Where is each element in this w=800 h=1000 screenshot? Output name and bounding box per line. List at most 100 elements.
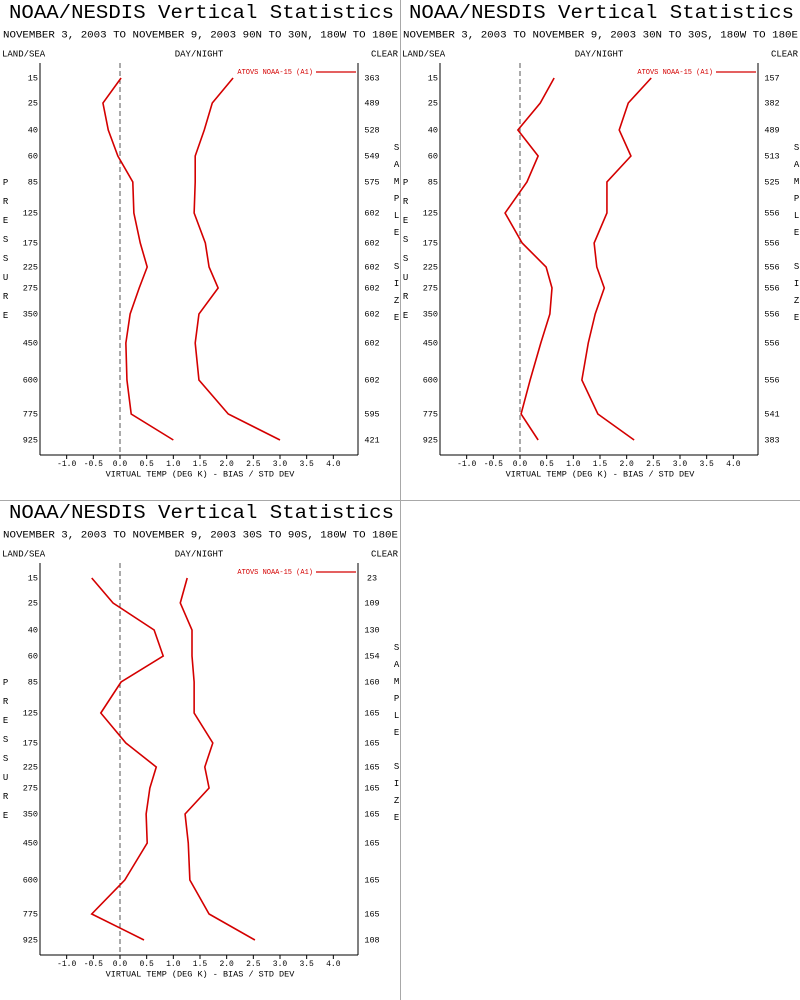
y-tick-label: 25: [28, 98, 38, 108]
sample-size-label: 602: [364, 262, 379, 272]
chart-subtitle: NOVEMBER 3, 2003 TO NOVEMBER 9, 2003 90N…: [3, 31, 398, 42]
chart-subtitle: NOVEMBER 3, 2003 TO NOVEMBER 9, 2003 30S…: [3, 531, 398, 542]
x-tick-label: 2.5: [646, 460, 661, 469]
divider: [0, 500, 800, 501]
y-tick-label: 40: [428, 125, 438, 135]
chart-title: NOAA/NESDIS Vertical Statistics: [9, 2, 394, 24]
legend-label: ATOVS NOAA-15 (A1): [237, 569, 313, 577]
x-tick-label: 2.5: [246, 960, 261, 969]
sample-size-label: 154: [364, 651, 379, 661]
x-tick-label: 2.0: [619, 460, 634, 469]
sample-size-label: 382: [764, 98, 779, 108]
land-sea-label: LAND/SEA: [2, 549, 46, 559]
sample-size-label: 165: [364, 708, 379, 718]
clear-label: CLEAR: [771, 49, 799, 59]
x-tick-label: 0.0: [113, 960, 128, 969]
legend-label: ATOVS NOAA-15 (A1): [637, 69, 713, 77]
y-axis-label: PRESSURE: [401, 178, 411, 330]
y-tick-label: 15: [28, 573, 38, 583]
y-axis-label: PRESSURE: [1, 178, 11, 330]
sample-size-label: 556: [764, 283, 779, 293]
sample-size-label: 108: [364, 935, 379, 945]
land-sea-label: LAND/SEA: [402, 49, 446, 59]
sample-size-label: 602: [364, 309, 379, 319]
x-tick-label: -1.0: [457, 460, 476, 469]
y-tick-label: 175: [23, 238, 38, 248]
sample-size-label: 421: [364, 435, 379, 445]
clear-label: CLEAR: [371, 549, 399, 559]
chart-title: NOAA/NESDIS Vertical Statistics: [9, 502, 394, 524]
bias-line: [504, 77, 555, 441]
y-tick-label: 40: [28, 625, 38, 635]
x-tick-label: 3.5: [299, 960, 314, 969]
y-tick-label: 85: [28, 677, 38, 687]
y-tick-label: 350: [423, 309, 438, 319]
x-tick-label: 3.5: [299, 460, 314, 469]
x-tick-label: -0.5: [84, 460, 103, 469]
x-tick-label: 4.0: [326, 960, 341, 969]
bias-line: [90, 577, 165, 941]
y-tick-label: 450: [23, 838, 38, 848]
x-tick-label: -1.0: [57, 960, 76, 969]
x-tick-label: 4.0: [326, 460, 341, 469]
sample-size-label: 602: [364, 238, 379, 248]
y-tick-label: 125: [23, 708, 38, 718]
y-tick-label: 225: [423, 262, 438, 272]
sample-size-label: 363: [364, 73, 379, 83]
x-tick-label: 1.5: [193, 460, 208, 469]
std-dev-line: [581, 77, 652, 441]
legend-label: ATOVS NOAA-15 (A1): [237, 69, 313, 77]
y-tick-label: 15: [428, 73, 438, 83]
x-tick-label: 2.0: [219, 460, 234, 469]
sample-size-label: 160: [364, 677, 379, 687]
sample-size-label: 23: [367, 573, 377, 583]
sample-size-label: 513: [764, 151, 779, 161]
panel: NOAA/NESDIS Vertical Statistics NOVEMBER …: [401, 2, 800, 479]
x-tick-label: 1.0: [166, 460, 181, 469]
y2-axis-label: SAMPLE SIZE: [392, 643, 400, 830]
sample-size-label: 157: [764, 73, 779, 83]
y-tick-label: 450: [23, 338, 38, 348]
y-tick-label: 450: [423, 338, 438, 348]
sample-size-label: 165: [364, 738, 379, 748]
sample-size-label: 165: [364, 809, 379, 819]
y-tick-label: 225: [23, 262, 38, 272]
y-tick-label: 275: [423, 283, 438, 293]
x-tick-label: 4.0: [726, 460, 741, 469]
bias-line: [102, 77, 174, 441]
y-tick-label: 25: [28, 598, 38, 608]
day-night-label: DAY/NIGHT: [175, 49, 224, 59]
panel: NOAA/NESDIS Vertical Statistics NOVEMBER …: [1, 2, 400, 479]
y-tick-label: 600: [23, 375, 38, 385]
y2-axis-label: SAMPLE SIZE: [792, 143, 800, 330]
y-tick-label: 125: [423, 208, 438, 218]
sample-size-label: 165: [364, 875, 379, 885]
sample-size-label: 556: [764, 238, 779, 248]
x-axis-label: VIRTUAL TEMP (DEG K) - BIAS / STD DEV: [106, 469, 296, 479]
y-tick-label: 225: [23, 762, 38, 772]
sample-size-label: 489: [764, 125, 779, 135]
x-tick-label: 0.5: [139, 960, 154, 969]
y-tick-label: 925: [23, 435, 38, 445]
x-tick-label: -1.0: [57, 460, 76, 469]
std-dev-line: [193, 77, 281, 441]
y-axis-label: PRESSURE: [1, 678, 11, 830]
sample-size-label: 165: [364, 783, 379, 793]
y-tick-label: 15: [28, 73, 38, 83]
sample-size-label: 595: [364, 409, 379, 419]
y-tick-label: 175: [23, 738, 38, 748]
sample-size-label: 165: [364, 838, 379, 848]
x-axis-label: VIRTUAL TEMP (DEG K) - BIAS / STD DEV: [506, 469, 696, 479]
x-tick-label: 1.5: [193, 960, 208, 969]
y-tick-label: 350: [23, 309, 38, 319]
y-tick-label: 600: [23, 875, 38, 885]
x-tick-label: 1.5: [593, 460, 608, 469]
chart-subtitle: NOVEMBER 3, 2003 TO NOVEMBER 9, 2003 30N…: [403, 31, 798, 42]
x-axis-label: VIRTUAL TEMP (DEG K) - BIAS / STD DEV: [106, 969, 296, 979]
x-tick-label: 0.0: [513, 460, 528, 469]
x-tick-label: 0.5: [539, 460, 554, 469]
sample-size-label: 602: [364, 338, 379, 348]
sample-size-label: 528: [364, 125, 379, 135]
x-tick-label: 1.0: [566, 460, 581, 469]
